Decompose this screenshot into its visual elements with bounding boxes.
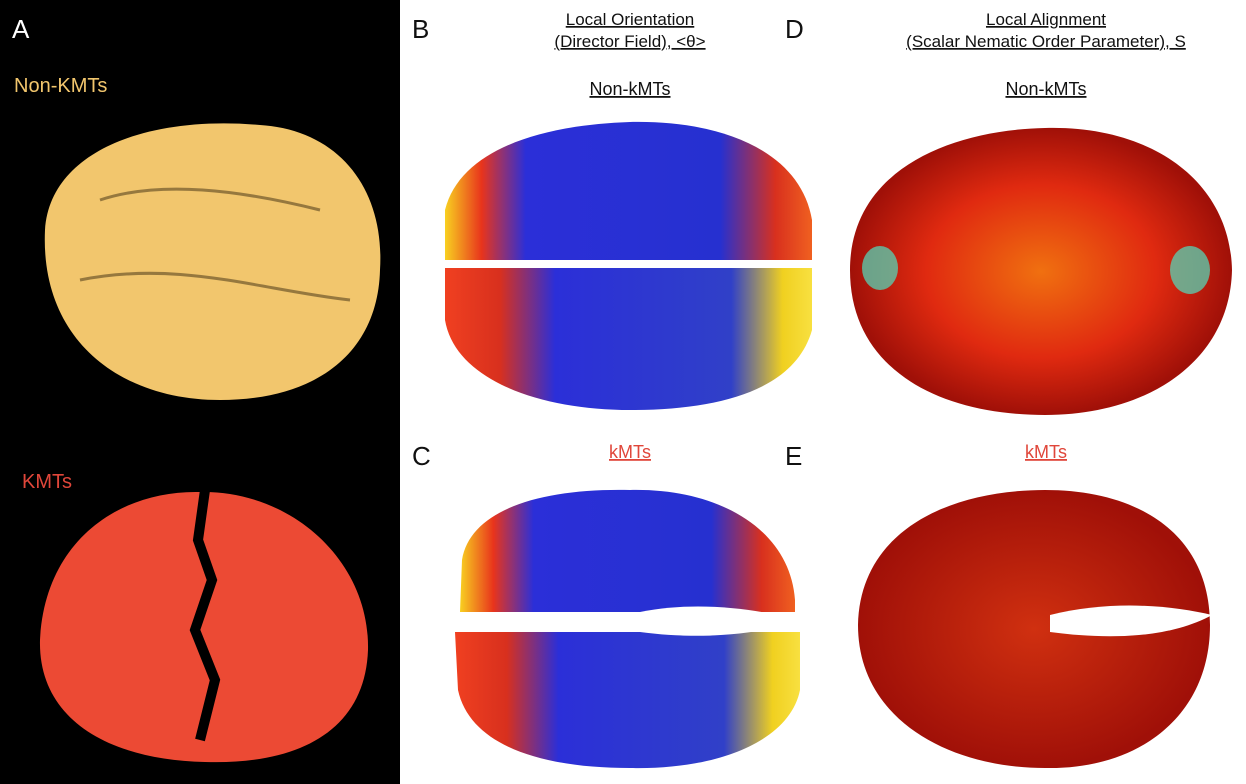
panel-label: Non-KMTs [14, 75, 107, 97]
panel-label: KMTs [22, 471, 72, 493]
orientation-map-top [460, 490, 795, 612]
panel-label: Non-kMTs [1005, 79, 1086, 99]
highlight [1170, 246, 1210, 294]
panel-label: kMTs [609, 442, 651, 462]
orientation-map-top [445, 122, 812, 260]
panel-title: Local Orientation [566, 10, 695, 29]
panel-letter: A [12, 14, 30, 44]
panel-letter: E [785, 441, 802, 471]
panel-label: Non-kMTs [589, 79, 670, 99]
panel-letter: C [412, 441, 431, 471]
panel-title: (Scalar Nematic Order Parameter), S [906, 32, 1186, 51]
panel-title: Local Alignment [986, 10, 1106, 29]
highlight [862, 246, 898, 290]
orientation-map-bottom [455, 632, 800, 768]
panel-letter: D [785, 14, 804, 44]
panel-title: (Director Field), <θ> [554, 32, 705, 51]
figure: A Non-KMTs KMTs B Local Orientation (Dir… [0, 0, 1246, 784]
orientation-map-bottom [445, 268, 812, 410]
panel-label: kMTs [1025, 442, 1067, 462]
panel-letter: B [412, 14, 429, 44]
